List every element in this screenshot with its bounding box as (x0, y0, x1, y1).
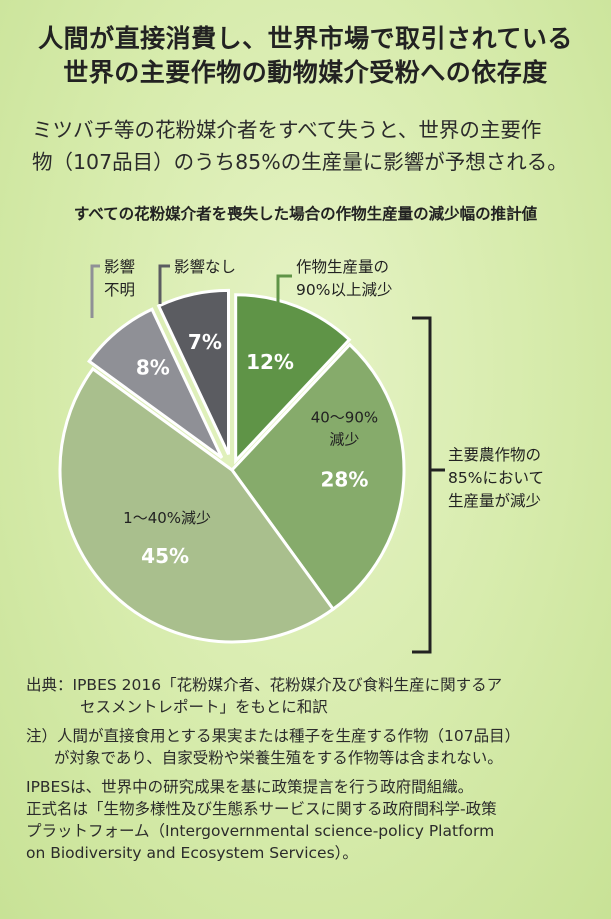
slice-label-none: 影響なし (174, 258, 236, 276)
value-label-none: 7% (188, 330, 222, 354)
pie-slice-1-40 (58, 366, 336, 644)
group-bracket (412, 316, 432, 654)
value-label-unknown: 8% (136, 355, 170, 379)
slice-label-unknown-line2: 不明 (104, 281, 135, 299)
source-line-2: セスメントレポート」をもとに和訳 (80, 698, 328, 716)
pie-slice-40-90 (230, 342, 406, 612)
pie-slice-over-90 (234, 293, 352, 465)
source-note: 出典： IPBES 2016「花粉媒介者、花粉媒介及び食料生産に関するア (26, 674, 596, 696)
lead-text: ミツバチ等の花粉媒介者をすべて失うと、世界の主要作 物（107品目）のうち85%… (32, 114, 592, 178)
ipbes-line-2: 正式名は「生物多様性及び生態系サービスに関する政府間科学-政策 (26, 800, 497, 818)
title-line-1: 人間が直接消費し、世界市場で取引されている (38, 24, 573, 53)
leader-line-unknown (90, 264, 100, 318)
title-line-2: 世界の主要作物の動物媒介受粉への依存度 (63, 58, 548, 87)
ipbes-line-4: on Biodiversity and Ecosystem Services）。 (26, 844, 358, 862)
slice-label-unknown-line1: 影響 (104, 258, 135, 276)
value-label-40-90: 28% (320, 468, 368, 492)
slice-label-over-90-line2: 90%以上減少 (296, 281, 392, 299)
page-title: 人間が直接消費し、世界市場で取引されている 世界の主要作物の動物媒介受粉への依存… (0, 22, 611, 90)
lead-line-2: 物（107品目）のうち85%の生産量に影響が予想される。 (32, 150, 568, 174)
ipbes-line-3: プラットフォーム（Intergovernmental science-polic… (26, 822, 495, 840)
lead-line-1: ミツバチ等の花粉媒介者をすべて失うと、世界の主要作 (32, 118, 542, 142)
pie-slice-none (156, 288, 231, 456)
source-label: 出典： (26, 676, 73, 694)
leader-line-none (158, 264, 170, 304)
scope-note: 注） 人間が直接食用とする果実または種子を生産する作物（107品目） (26, 725, 596, 747)
slice-label-1-40: 1～40%減少 (123, 509, 211, 527)
note-line-1: 人間が直接食用とする果実または種子を生産する作物（107品目） (57, 727, 521, 745)
bracket-label-line3: 生産量が減少 (448, 492, 541, 510)
slice-label-40-90-line2: 減少 (329, 431, 359, 449)
notes: 出典： IPBES 2016「花粉媒介者、花粉媒介及び食料生産に関するア セスメ… (26, 674, 596, 864)
leader-line-over-90 (276, 274, 292, 342)
value-label-1-40: 45% (141, 544, 189, 568)
chart-title: すべての花粉媒介者を喪失した場合の作物生産量の減少幅の推計値 (73, 205, 538, 223)
value-label-over-90: 12% (246, 350, 294, 374)
note-label: 注） (26, 727, 58, 745)
ipbes-line-1: IPBESは、世界中の研究成果を基に政策提言を行う政府間組織。 (26, 778, 474, 796)
bracket-label-line2: 85%において (448, 469, 544, 487)
slice-label-40-90-line1: 40～90% (311, 409, 378, 427)
pie-chart: 12% 40～90% 減少 28% 1～40%減少 45% 8% 7% 作物生産量の 90%以上減… (58, 258, 544, 654)
slice-label-over-90-line1: 作物生産量の (296, 258, 389, 276)
source-line-1: IPBES 2016「花粉媒介者、花粉媒介及び食料生産に関するア (72, 676, 503, 694)
note-line-2: が対象であり、自家受粉や栄養生殖をする作物等は含まれない。 (54, 749, 503, 767)
bracket-label-line1: 主要農作物の (448, 446, 541, 464)
pie-slice-unknown (87, 307, 224, 459)
